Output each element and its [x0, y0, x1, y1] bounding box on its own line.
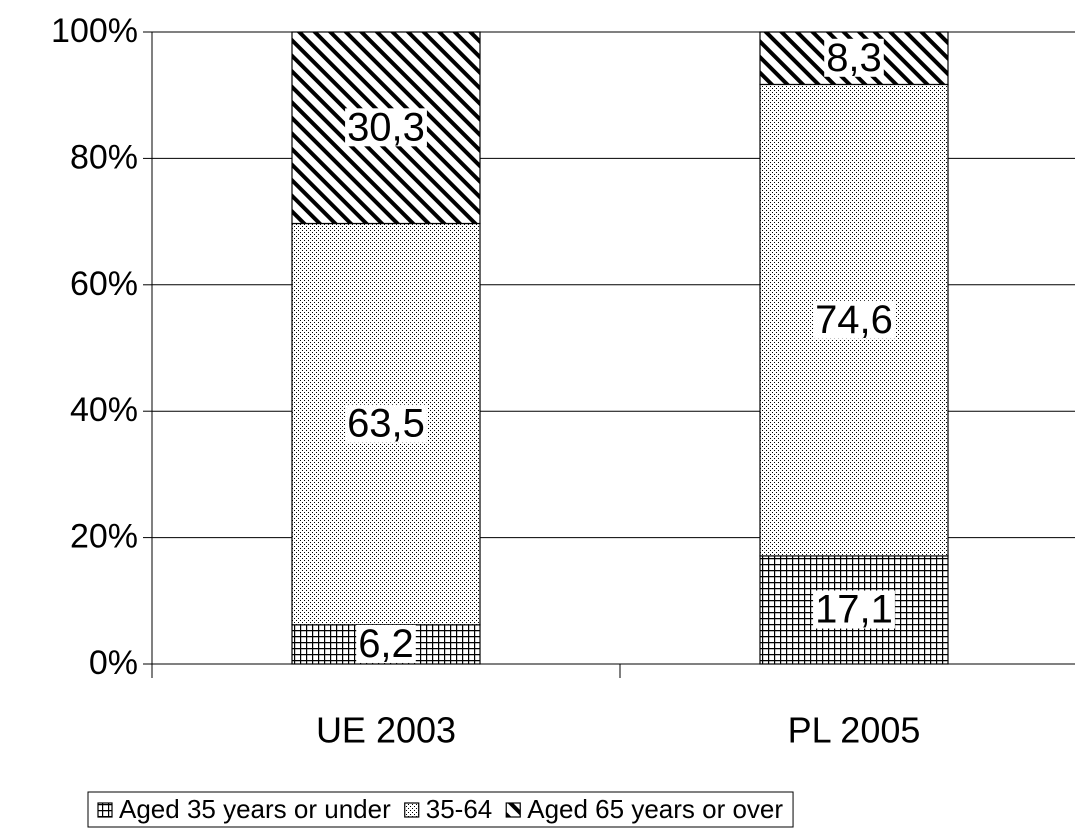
legend-swatch [404, 802, 420, 818]
data-label-bg [813, 300, 895, 339]
y-tick-label: 20% [70, 518, 138, 556]
legend-label: Aged 65 years or over [527, 794, 783, 824]
legend-label: 35-64 [426, 794, 493, 824]
legend-label: Aged 35 years or under [119, 794, 391, 824]
y-tick-label: 100% [51, 12, 138, 50]
data-label: 8,3 [826, 36, 882, 80]
legend-swatch [505, 802, 521, 818]
y-tick-label: 80% [70, 138, 138, 176]
y-tick-label: 60% [70, 265, 138, 303]
data-label-bg [356, 624, 416, 663]
x-tick-label: PL 2005 [788, 710, 921, 751]
legend-swatch [97, 802, 113, 818]
data-label-bg [345, 108, 427, 147]
data-label-bg [813, 590, 895, 629]
data-label: 6,2 [358, 622, 414, 666]
data-label: 17,1 [815, 588, 893, 632]
data-label: 63,5 [347, 402, 425, 446]
legend [87, 791, 794, 828]
data-label: 30,3 [347, 105, 425, 149]
y-tick-label: 40% [70, 391, 138, 429]
x-tick-label: UE 2003 [316, 710, 456, 751]
data-label-bg [345, 404, 427, 443]
data-label: 74,6 [815, 298, 893, 342]
y-tick-label: 0% [89, 644, 138, 682]
data-label-bg [824, 38, 884, 77]
